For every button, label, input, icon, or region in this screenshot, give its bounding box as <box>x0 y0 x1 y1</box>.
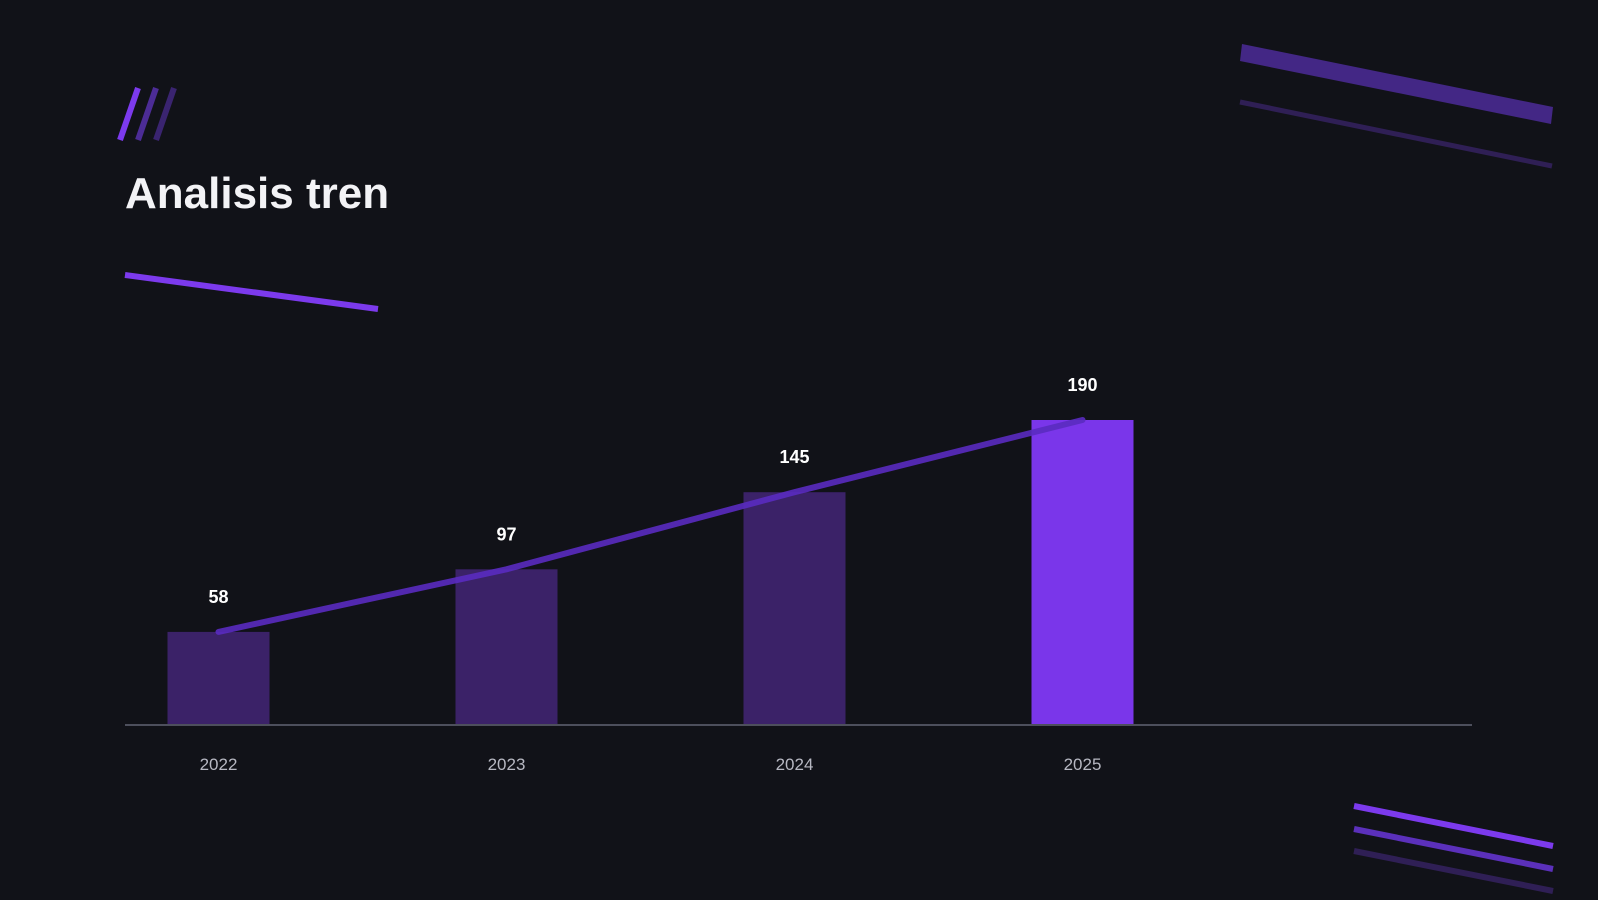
stripe-mid <box>1353 826 1554 872</box>
slash-mid <box>135 87 159 141</box>
slash-dark <box>153 87 177 141</box>
tick-label-2023: 2023 <box>488 755 526 774</box>
label-group: 58 2022 97 2023 145 2024 190 2025 <box>200 375 1102 774</box>
bar-2024 <box>743 492 846 725</box>
corner-stripes-top-right <box>1239 44 1553 169</box>
stripe-bright <box>1353 803 1554 849</box>
slash-bright <box>117 87 141 141</box>
bar-2025 <box>1031 420 1134 725</box>
trend-chart: 58 2022 97 2023 145 2024 190 2025 <box>125 375 1472 774</box>
bar-2022 <box>167 631 270 725</box>
value-label-2023: 97 <box>496 524 516 544</box>
page-title: Analisis tren <box>125 169 390 218</box>
value-label-2022: 58 <box>208 587 228 607</box>
value-label-2025: 190 <box>1067 375 1097 395</box>
corner-stripes-bottom-right <box>1353 803 1554 894</box>
accent-underline <box>124 272 379 312</box>
stripe-dark <box>1353 848 1554 894</box>
tick-label-2025: 2025 <box>1064 755 1102 774</box>
thick-stripe <box>1240 44 1553 124</box>
bar-2023 <box>455 569 558 725</box>
value-label-2024: 145 <box>779 447 809 467</box>
thin-stripe <box>1239 99 1553 169</box>
triple-slash-icon <box>117 87 177 141</box>
tick-label-2022: 2022 <box>200 755 238 774</box>
bar-group <box>167 420 1134 725</box>
trend-line <box>215 417 1086 635</box>
tick-label-2024: 2024 <box>776 755 814 774</box>
